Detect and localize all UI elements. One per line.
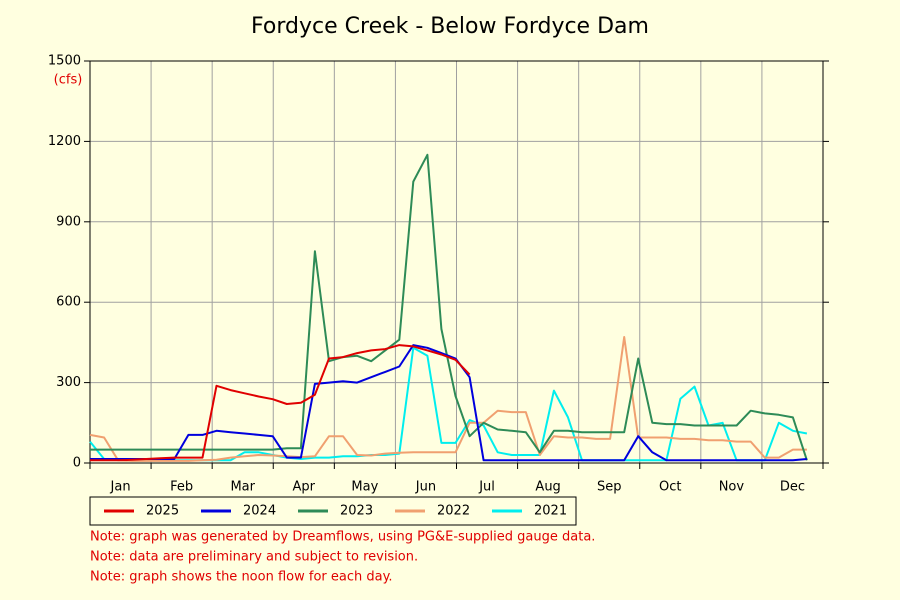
x-tick-label: Aug — [535, 480, 560, 495]
x-tick-label: Apr — [293, 480, 316, 495]
plot-frame — [89, 60, 824, 464]
legend-box — [89, 496, 577, 526]
x-tick-label: Nov — [719, 480, 745, 495]
y-tick-label: 900 — [56, 214, 81, 229]
y-tick-label: 600 — [56, 295, 81, 310]
note: Note: graph was generated by Dreamflows,… — [90, 530, 595, 545]
x-tick-label: Dec — [780, 480, 805, 495]
x-tick-label: Jul — [478, 480, 495, 495]
x-tick-label: Mar — [230, 480, 255, 495]
series-line — [89, 336, 807, 462]
x-tick-label: Jan — [110, 480, 131, 495]
y-tick-label: 300 — [56, 375, 81, 390]
y-tick-label: 1200 — [48, 134, 81, 149]
x-tick-label: Jun — [415, 480, 436, 495]
series-line — [90, 344, 471, 462]
legend-label: 2022 — [437, 504, 470, 519]
y-tick-label: 1500 — [48, 54, 81, 69]
legend-label: 2023 — [340, 504, 373, 519]
y-axis-label: (cfs) — [54, 73, 83, 88]
legend-label: 2024 — [243, 504, 276, 519]
x-tick-label: Oct — [659, 480, 681, 495]
legend-label: 2025 — [146, 504, 179, 519]
x-tick-label: May — [351, 480, 378, 495]
series-line — [90, 153, 808, 461]
note: Note: graph shows the noon flow for each… — [90, 570, 393, 585]
y-tick-label: 0 — [73, 456, 81, 471]
chart-title: Fordyce Creek - Below Fordyce Dam — [251, 14, 649, 39]
x-tick-label: Sep — [597, 480, 622, 495]
note: Note: data are preliminary and subject t… — [90, 550, 418, 565]
x-tick-label: Feb — [170, 480, 193, 495]
legend-label: 2021 — [534, 504, 567, 519]
series-line — [90, 344, 807, 462]
